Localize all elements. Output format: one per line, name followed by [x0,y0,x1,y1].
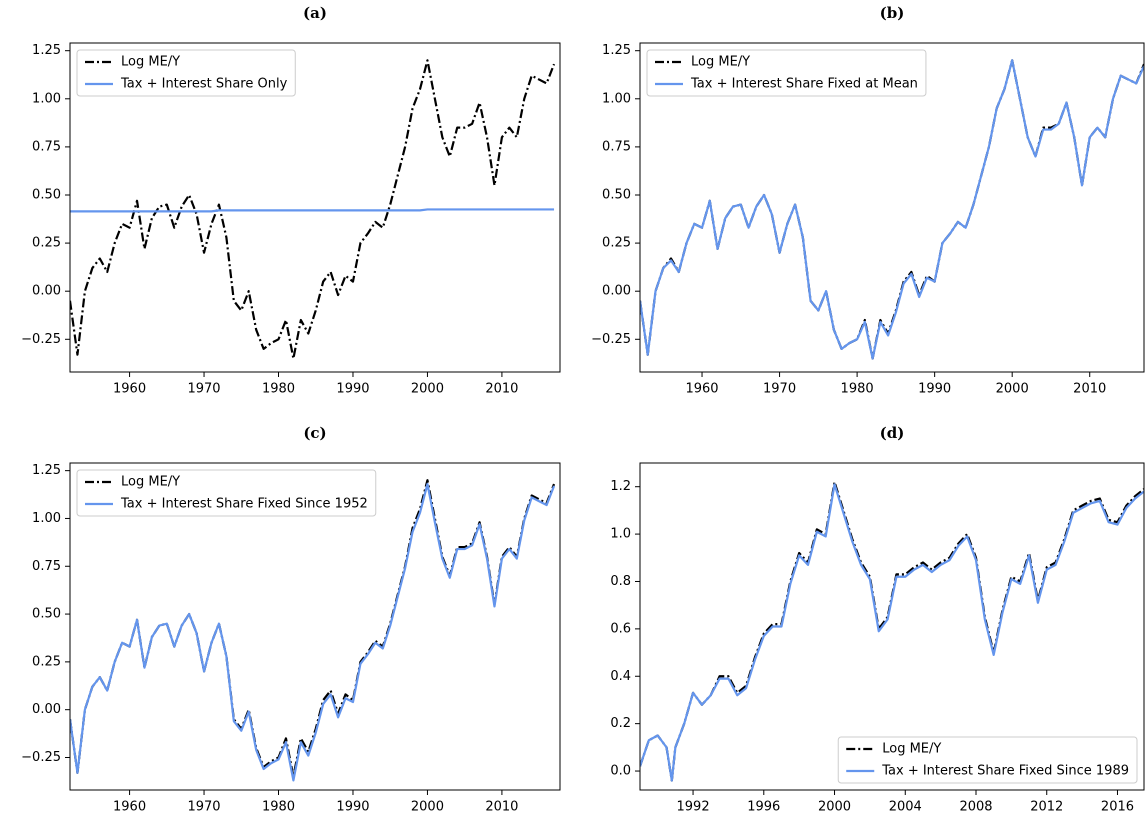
legend-box [76,469,377,517]
y-tick-label: −0.25 [591,332,631,347]
y-tick-label: 1.00 [32,511,61,526]
legend: Log ME/Y Tax + Interest Share Fixed Since… [76,469,377,517]
series-line [70,482,556,782]
x-tick-label: 1960 [113,382,146,397]
x-tick-label: 1970 [763,382,796,397]
y-tick-label: 1.00 [602,91,631,106]
series-line [640,59,1144,360]
x-tick-label: 2010 [485,800,518,815]
y-tick-label: 0.8 [610,574,631,589]
x-tick-label: 1970 [187,800,220,815]
panel: (c) −0.25 0.00 0.25 0.50 0.75 1.00 1.25 1960 1970… [21,424,561,815]
y-tick-label: −0.25 [21,332,61,347]
x-tick-label: 1990 [336,382,369,397]
x-tick-label: 2000 [411,800,444,815]
y-tick-label: 1.0 [610,527,631,542]
x-tick-label: 1996 [747,800,780,815]
legend-label: Tax + Interest Share Fixed Since 1952 [120,497,368,512]
x-tick-label: 1990 [918,382,951,397]
x-tick-label: 2000 [411,382,444,397]
x-tick-label: 2010 [485,382,518,397]
x-tick-label: 1992 [677,800,710,815]
y-tick-label: 0.00 [32,284,61,299]
y-tick-label: 0.25 [32,236,61,251]
legend-label: Tax + Interest Share Fixed Since 1989 [881,764,1129,779]
y-tick-label: 0.4 [610,669,631,684]
legend-label: Tax + Interest Share Only [120,77,288,92]
y-tick-label: 0.25 [32,654,61,669]
x-tick-label: 2008 [959,800,992,815]
y-tick-label: 0.6 [610,621,631,636]
x-tick-label: 2010 [1073,382,1106,397]
legend-box [76,49,296,97]
legend: Log ME/Y Tax + Interest Share Fixed Since… [837,736,1138,784]
axes-frame [69,462,561,791]
panel: (b) −0.25 0.00 0.25 0.50 0.75 1.00 1.25 1960 1970… [591,4,1145,397]
series-line [640,59,1144,360]
y-tick-label: 0.25 [602,236,631,251]
y-tick-label: 1.25 [602,43,631,58]
panel-title: (c) [303,424,326,442]
lines [640,480,1144,782]
series-line [70,208,555,213]
y-tick-label: 1.2 [610,479,631,494]
axes-frame [639,42,1145,373]
x-tick-label: 2004 [889,800,922,815]
x-tick-label: 1980 [262,382,295,397]
lines [70,479,556,782]
y-tick-label: 0.00 [602,284,631,299]
x-tick-label: 2016 [1101,800,1134,815]
y-tick-label: 0.50 [602,187,631,202]
y-tick-label: 1.25 [32,43,61,58]
y-tick-label: 1.25 [32,463,61,478]
legend-label: Log ME/Y [882,742,941,757]
y-tick-label: 0.2 [610,716,631,731]
panel-title: (b) [880,4,905,22]
axes-frame [639,462,1145,791]
y-tick-label: 0.75 [32,139,61,154]
x-tick-label: 2000 [818,800,851,815]
x-tick-label: 1990 [336,800,369,815]
x-tick-label: 1970 [187,382,220,397]
legend: Log ME/Y Tax + Interest Share Only [76,49,296,97]
axes-frame [69,42,561,373]
legend-box [646,49,927,97]
panel-title: (a) [303,4,327,22]
y-tick-label: 0.50 [32,187,61,202]
x-tick-label: 2000 [996,382,1029,397]
y-tick-label: 1.00 [32,91,61,106]
legend: Log ME/Y Tax + Interest Share Fixed at Me… [646,49,927,97]
legend-box [837,736,1138,784]
x-tick-label: 2012 [1030,800,1063,815]
x-tick-label: 1960 [685,382,718,397]
lines [640,59,1144,360]
y-tick-label: 0.75 [602,139,631,154]
panel-title: (d) [880,424,905,442]
legend-label: Log ME/Y [121,475,180,490]
series-line [70,479,556,778]
x-tick-label: 1980 [841,382,874,397]
panel: (d) 0.0 0.2 0.4 0.6 0.8 1.0 1.2 1992 1996 2000 2004… [610,424,1145,815]
lines [70,59,556,360]
series-line [70,59,556,360]
series-line [640,483,1144,782]
legend-label: Tax + Interest Share Fixed at Mean [690,77,918,92]
legend-label: Log ME/Y [121,55,180,70]
y-tick-label: 0.75 [32,559,61,574]
x-tick-label: 1960 [113,800,146,815]
x-tick-label: 1980 [262,800,295,815]
y-tick-label: 0.0 [610,764,631,779]
legend-label: Log ME/Y [691,55,750,70]
y-tick-label: −0.25 [21,750,61,765]
y-tick-label: 0.50 [32,607,61,622]
y-tick-label: 0.00 [32,702,61,717]
panel: (a) −0.25 0.00 0.25 0.50 0.75 1.00 1.25 1960 1970… [21,4,561,397]
